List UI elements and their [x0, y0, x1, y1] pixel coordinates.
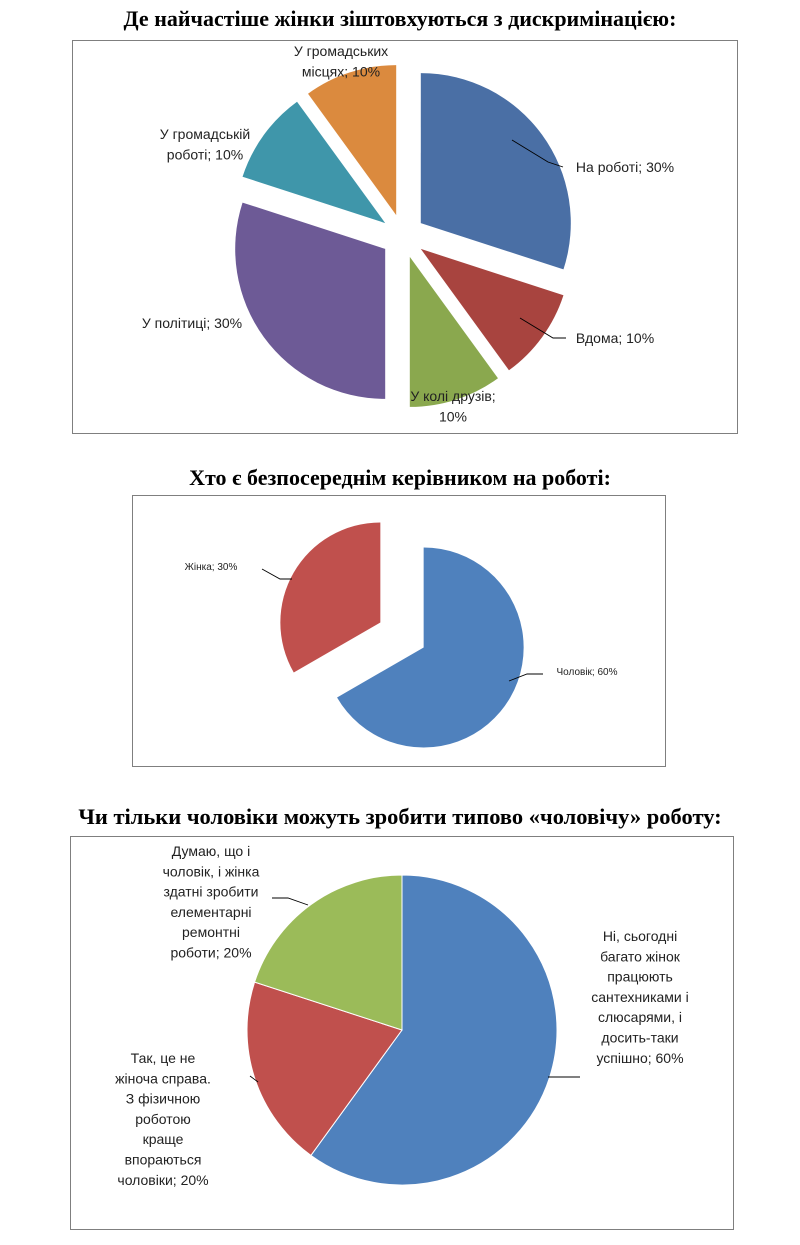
chart-1-slice-2 [420, 248, 564, 371]
chart-1-label-2-line: Вдома; 10% [576, 330, 654, 346]
chart-3-label-1-line: багато жінок [600, 948, 681, 964]
chart-3-label-3-line: здатні зробити [164, 884, 259, 900]
chart-1-pie: На роботі; 30% Вдома; 10% У колі друзів; 10… [142, 43, 674, 424]
chart-3-label-3-line: Думаю, що і [172, 843, 250, 859]
chart-3-slice-1 [310, 874, 558, 1186]
chart-3-label-3-line: чоловік, і жінка [163, 863, 260, 879]
chart-1-label-3-line: 10% [439, 408, 467, 424]
chart-2-slice-2 [280, 522, 381, 673]
chart-3-label-1: Ні, сьогодні багато жінок працюють сантехни… [591, 928, 688, 1066]
chart-3-label-1-line: слюсарями, і [598, 1009, 682, 1025]
chart-1-label-6-line: У громадських [294, 43, 388, 59]
chart-3-label-2-line: чоловіки; 20% [117, 1172, 208, 1188]
chart-1-label-6-line: місцях; 10% [302, 63, 380, 79]
chart-3-label-3-line: роботи; 20% [170, 945, 251, 961]
chart-1-slice-6 [308, 65, 397, 216]
chart-3-label-2-line: Так, це не [131, 1050, 196, 1066]
chart-1-slice-4 [235, 202, 386, 399]
chart-2-label-2-line: Жінка; 30% [185, 562, 238, 573]
chart-2-label-1: Чоловік; 60% [557, 667, 618, 678]
chart-2-leader-1 [508, 673, 543, 682]
chart-1-slice-3 [409, 256, 498, 407]
chart-1-label-4-line: У політиці; 30% [142, 315, 242, 331]
chart-2-slice-1 [337, 547, 524, 748]
chart-3-label-2-line: жіноча справа. [115, 1070, 211, 1086]
chart-2-label-2: Жінка; 30% [185, 562, 238, 573]
chart-1-leader-2 [519, 317, 566, 339]
chart-3-label-1-line: Ні, сьогодні [603, 928, 677, 944]
chart-3-label-1-line: досить-таки [601, 1030, 678, 1046]
chart-3-label-2-line: роботою [135, 1111, 191, 1127]
chart-1-label-3: У колі друзів; 10% [410, 388, 495, 424]
chart-1-label-5-line: роботі; 10% [167, 146, 243, 162]
chart-3-label-3-line: елементарні [170, 904, 251, 920]
chart-1-label-2: Вдома; 10% [576, 330, 654, 346]
chart-2-leader-2 [261, 568, 292, 580]
chart-1-label-4: У політиці; 30% [142, 315, 242, 331]
chart-1-label-6: У громадських місцях; 10% [294, 43, 388, 79]
chart-1-label-1-line: На роботі; 30% [576, 159, 674, 175]
chart-3-label-1-line: успішно; 60% [596, 1050, 683, 1066]
chart-3-label-2-line: впораються [125, 1152, 202, 1168]
chart-1-label-3-line: У колі друзів; [410, 388, 495, 404]
chart-1-title: Де найчастіше жінки зіштовхуються з диск… [123, 6, 677, 31]
chart-3-label-3: Думаю, що і чоловік, і жінка здатні зробит… [163, 843, 260, 961]
chart-3-label-1-line: сантехниками і [591, 989, 688, 1005]
chart-1-label-5: У громадській роботі; 10% [160, 126, 250, 162]
chart-2-label-1-line: Чоловік; 60% [557, 667, 618, 678]
chart-3-label-3-line: ремонтні [182, 924, 240, 940]
chart-3-slice-2 [246, 981, 403, 1157]
chart-1-label-5-line: У громадській [160, 126, 250, 142]
chart-1-label-1: На роботі; 30% [576, 159, 674, 175]
chart-1-slice-1 [420, 73, 571, 270]
chart-2-title: Хто є безпосереднім керівником на роботі… [189, 465, 611, 490]
chart-3-leader-3 [272, 897, 309, 906]
chart-1-slice-5 [242, 101, 386, 224]
chart-3-label-1-line: працюють [607, 969, 673, 985]
chart-2-pie: Чоловік; 60% Жінка; 30% [185, 522, 618, 748]
chart-3-leader-2 [249, 1075, 259, 1083]
chart-3-title: Чи тільки чоловіки можуть зробити типово… [78, 804, 722, 829]
chart-3-label-2-line: краще [143, 1131, 184, 1147]
chart-3-label-2-line: З фізичною [126, 1091, 201, 1107]
chart-1-leader-1 [511, 139, 564, 168]
chart-1-frame [72, 40, 738, 434]
chart-3-pie: Ні, сьогодні багато жінок працюють сантехни… [115, 843, 689, 1188]
chart-3-label-2: Так, це не жіноча справа. З фізичною робото… [115, 1050, 211, 1188]
chart-3-slice-3 [253, 874, 403, 1031]
